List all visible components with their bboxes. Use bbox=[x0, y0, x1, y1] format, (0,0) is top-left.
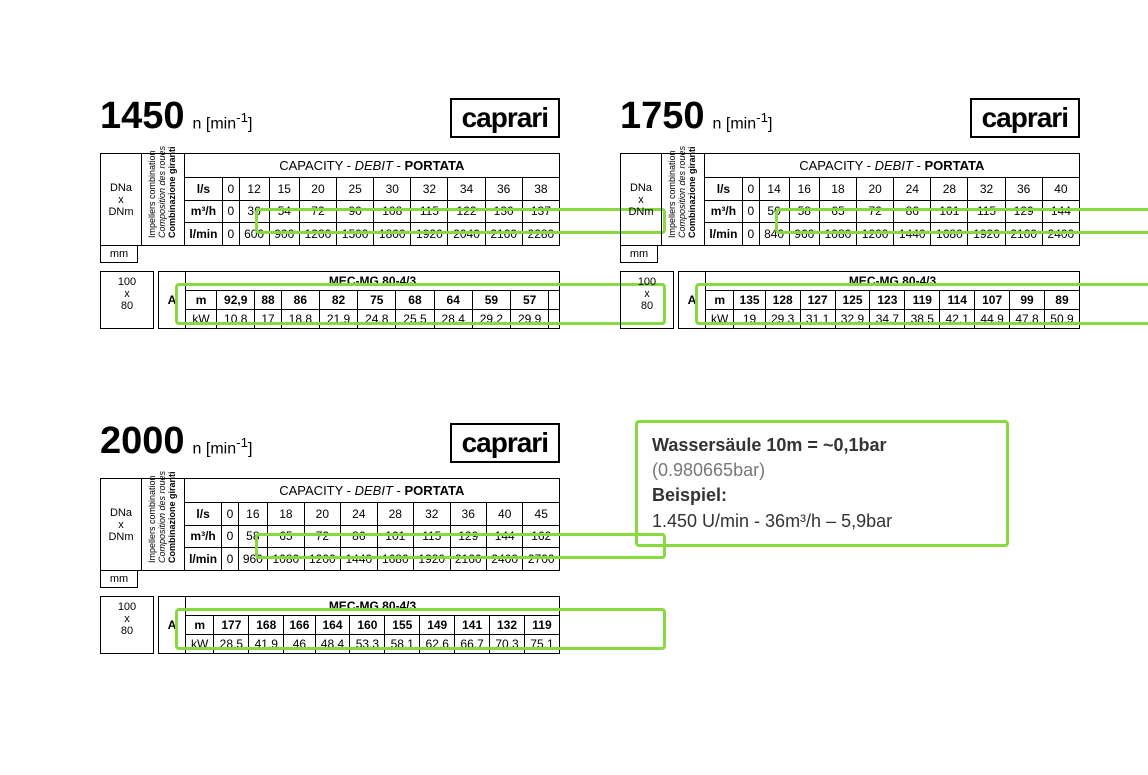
size-label: 100 x 80 bbox=[620, 271, 674, 329]
model-name: MEC-MG 80-4/3 bbox=[706, 272, 1080, 291]
mm-label: mm bbox=[100, 571, 138, 588]
model-row-1750: 100 x 80 AMEC-MG 80-4/3 m135128127125123… bbox=[620, 271, 1080, 329]
model-name: MEC-MG 80-4/3 bbox=[186, 597, 560, 616]
dna-dnm-label: DNa x DNm bbox=[625, 182, 657, 218]
model-name: MEC-MG 80-4/3 bbox=[186, 272, 560, 291]
row-m: m92,98886827568645957 bbox=[159, 291, 560, 310]
row-kW: kW28,541,94648,453,358,162,666,770,375,1 bbox=[159, 635, 560, 654]
logo: caprari bbox=[450, 423, 560, 463]
rpm-value: 1750 bbox=[620, 95, 705, 138]
note-line3: Beispiel: bbox=[652, 485, 727, 505]
panel-1750: 1750 n [min-1] caprari DNa x DNm Impelle… bbox=[620, 95, 1080, 329]
dna-dnm-label: DNa x DNm bbox=[105, 507, 137, 543]
model-row-1450: 100 x 80 AMEC-MG 80-4/3 m92,988868275686… bbox=[100, 271, 560, 329]
row-m: m177168166164160155149141132119 bbox=[159, 616, 560, 635]
mm-label: mm bbox=[100, 246, 138, 263]
panel-2000: 2000 n [min-1] caprari DNa x DNm Impelle… bbox=[100, 420, 560, 654]
logo: caprari bbox=[970, 98, 1080, 138]
dna-dnm-label: DNa x DNm bbox=[105, 182, 137, 218]
impellers-label: Impellers combinationComposition des rou… bbox=[666, 156, 700, 240]
row-kW: kW10,81718,821,924,825,528,429,229,9 bbox=[159, 310, 560, 329]
rpm-unit: n [min-1] bbox=[193, 435, 253, 458]
size-label: 100 x 80 bbox=[100, 271, 154, 329]
capacity-table-2000: DNa x DNm Impellers combinationCompositi… bbox=[100, 478, 560, 571]
logo: caprari bbox=[450, 98, 560, 138]
panel-header: 2000 n [min-1] caprari bbox=[100, 420, 560, 463]
model-letter: A bbox=[159, 272, 186, 329]
rpm-unit: n [min-1] bbox=[713, 110, 773, 133]
rpm-label: 1450 n [min-1] bbox=[100, 95, 252, 138]
rpm-unit: n [min-1] bbox=[193, 110, 253, 133]
model-letter: A bbox=[159, 597, 186, 654]
note-line1a: Wassersäule 10m = bbox=[652, 435, 823, 455]
row-m: m1351281271251231191141079989 bbox=[679, 291, 1080, 310]
note-box: Wassersäule 10m = ~0,1bar (0.980665bar) … bbox=[635, 420, 1009, 547]
capacity-title: CAPACITY - DEBIT - PORTATA bbox=[704, 154, 1079, 178]
capacity-table-1450: DNa x DNm Impellers combination Composit… bbox=[100, 153, 560, 246]
capacity-table-1750: DNa x DNm Impellers combinationCompositi… bbox=[620, 153, 1080, 246]
capacity-title: CAPACITY - DEBIT - PORTATA bbox=[184, 154, 559, 178]
rpm-value: 2000 bbox=[100, 420, 185, 463]
model-letter: A bbox=[679, 272, 706, 329]
impellers-label: Impellers combinationComposition des rou… bbox=[146, 481, 180, 565]
rpm-value: 1450 bbox=[100, 95, 185, 138]
size-label: 100 x 80 bbox=[100, 596, 154, 654]
row-kW: kW1929,331,132,934,738,542,144,947,850,9 bbox=[679, 310, 1080, 329]
note-line4: 1.450 U/min - 36m³/h – 5,9bar bbox=[652, 511, 892, 531]
note-line1b: ~0,1bar bbox=[823, 435, 887, 455]
note-line2: (0.980665bar) bbox=[652, 460, 765, 480]
model-row-2000: 100 x 80 AMEC-MG 80-4/3 m177168166164160… bbox=[100, 596, 560, 654]
impellers-label: Impellers combination Composition des ro… bbox=[146, 156, 180, 240]
panel-header: 1450 n [min-1] caprari bbox=[100, 95, 560, 138]
capacity-title: CAPACITY - DEBIT - PORTATA bbox=[184, 479, 559, 503]
panel-1450: 1450 n [min-1] caprari DNa x DNm Impelle… bbox=[100, 95, 560, 329]
mm-label: mm bbox=[620, 246, 658, 263]
panel-header: 1750 n [min-1] caprari bbox=[620, 95, 1080, 138]
